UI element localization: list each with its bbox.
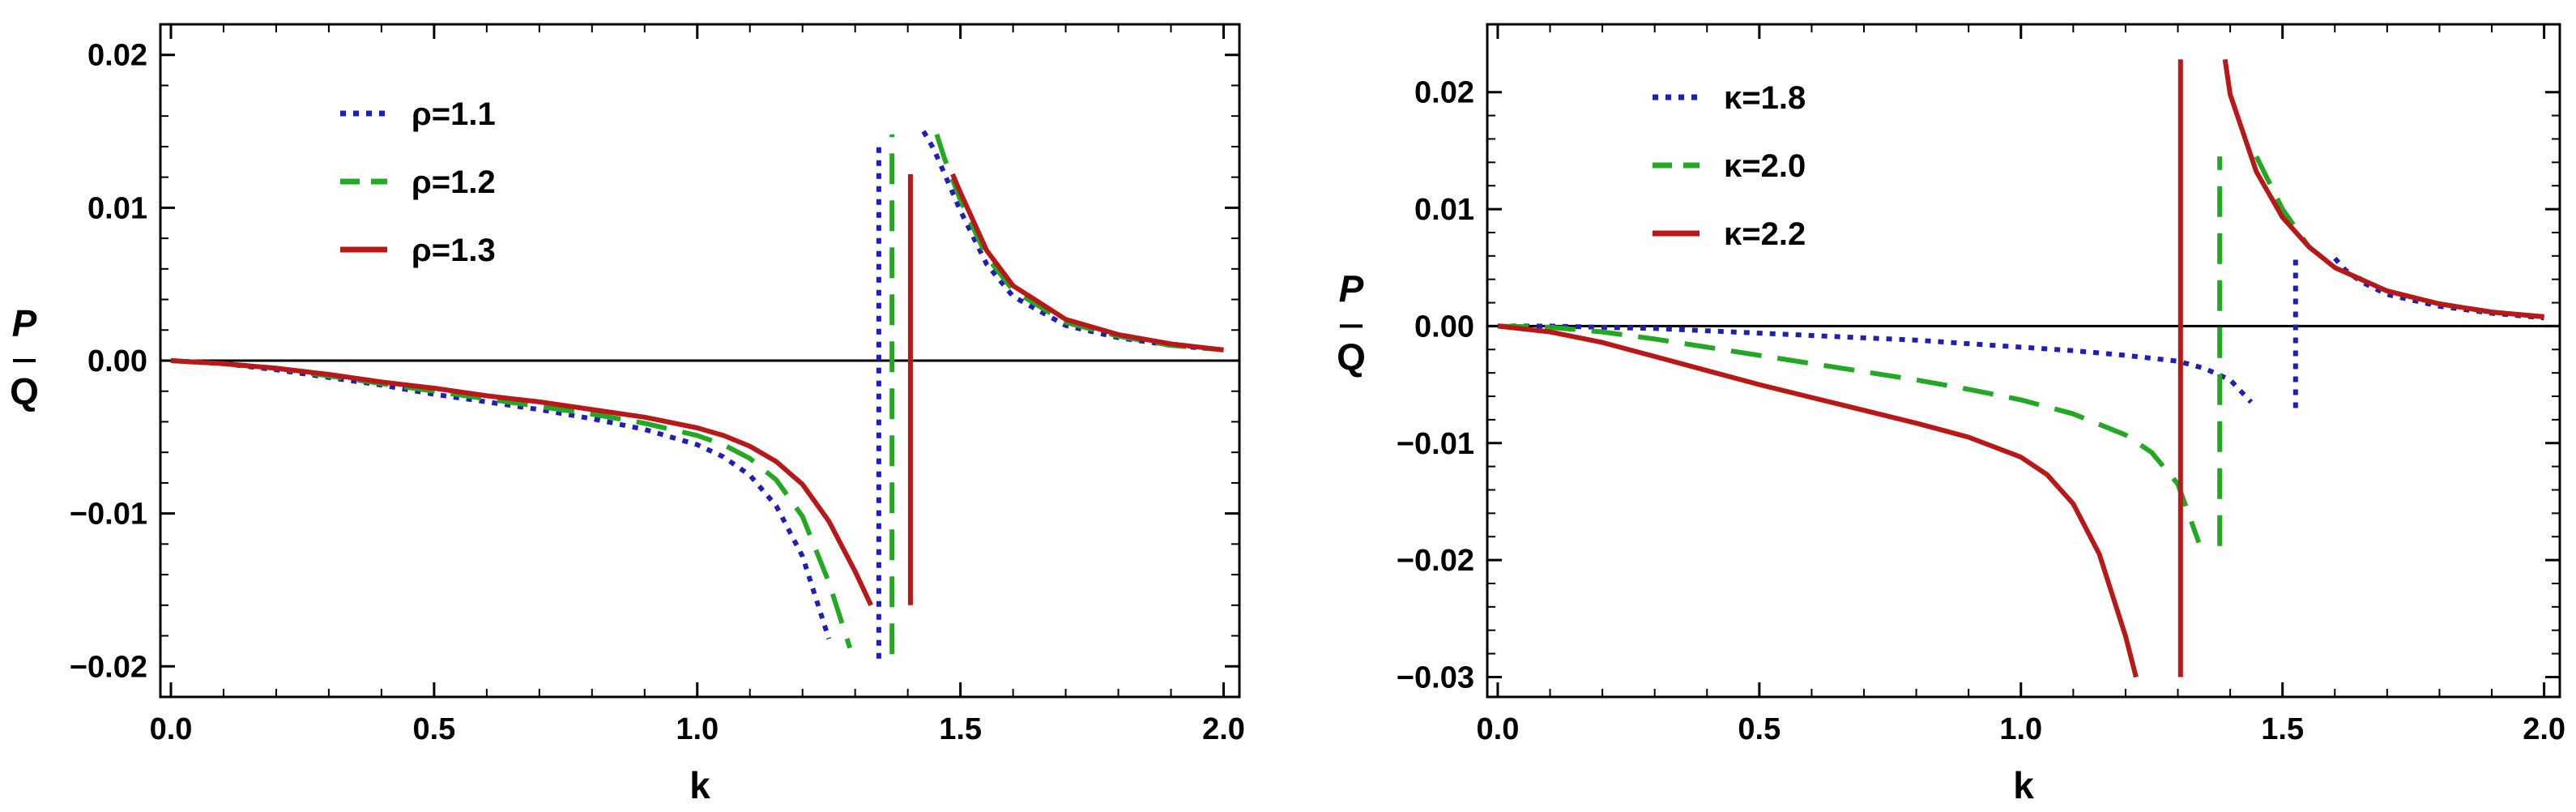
series-line — [2222, 58, 2544, 319]
x-tick-label: 2.0 — [1202, 712, 1245, 746]
legend-label: κ=1.8 — [1724, 80, 1806, 116]
y-tick-label: 0.02 — [1414, 76, 1474, 110]
chart-panel-1: 0.0 0.5 1.0 1.5 2.0 −0.02 −0.01 0.00 0.01 0.02 k PQ… — [10, 23, 1245, 806]
series-line — [921, 130, 1224, 353]
series-line — [1497, 323, 2202, 544]
x-tick-label: 0.0 — [1477, 712, 1520, 746]
y-axis-label-denominator: Q — [10, 370, 39, 412]
legend-label: κ=2.2 — [1724, 216, 1806, 252]
x-tick-label: 0.5 — [412, 712, 455, 746]
chart-panel-2: 0.0 0.5 1.0 1.5 2.0 −0.03 −0.02 −0.01 0.00 0.01 0.… — [1337, 23, 2565, 806]
y-tick-label: −0.02 — [70, 650, 147, 684]
y-tick-label: −0.03 — [1397, 660, 1474, 694]
x-tick-label: 2.0 — [2523, 712, 2565, 746]
x-axis-label: k — [689, 764, 710, 806]
legend-label: ρ=1.1 — [412, 96, 496, 132]
x-tick-label: 0.5 — [1738, 712, 1781, 746]
y-tick-label: −0.02 — [1397, 544, 1474, 578]
x-tick-label: 1.0 — [676, 712, 719, 746]
y-axis-label-numerator: P — [1339, 267, 1364, 310]
y-tick-label: 0.02 — [87, 39, 147, 73]
y-tick-label: 0.01 — [87, 191, 147, 225]
series-line — [2333, 256, 2544, 321]
y-axis-label-numerator: P — [12, 302, 37, 344]
series-line — [1497, 323, 2254, 404]
x-tick-label: 1.5 — [2261, 712, 2304, 746]
y-axis-label-denominator: Q — [1337, 335, 1366, 378]
legend-label: ρ=1.2 — [412, 165, 496, 200]
plot-frame — [1486, 23, 2561, 699]
x-tick-label: 1.0 — [1999, 712, 2042, 746]
series-line — [170, 358, 853, 649]
series-3 — [170, 173, 1224, 607]
y-tick-label: −0.01 — [70, 498, 147, 532]
series-1 — [1497, 255, 2544, 408]
series-2 — [1497, 155, 2544, 546]
y-tick-label: −0.01 — [1397, 427, 1474, 461]
y-tick-label: 0.01 — [1414, 193, 1474, 227]
series-3 — [1497, 58, 2544, 678]
x-axis-label: k — [2013, 764, 2034, 806]
series-1 — [170, 130, 1224, 659]
x-tick-label: 1.5 — [939, 712, 982, 746]
series-line — [934, 133, 1224, 353]
legend-label: ρ=1.3 — [412, 233, 496, 268]
x-tick-label: 0.0 — [150, 712, 193, 746]
series-2 — [170, 133, 1224, 655]
series-line — [1497, 323, 2139, 678]
y-tick-label: 0.00 — [87, 344, 147, 378]
legend-label: κ=2.0 — [1724, 148, 1806, 184]
series-line — [170, 358, 873, 607]
y-tick-label: 0.00 — [1414, 310, 1474, 344]
series-line — [950, 173, 1224, 353]
